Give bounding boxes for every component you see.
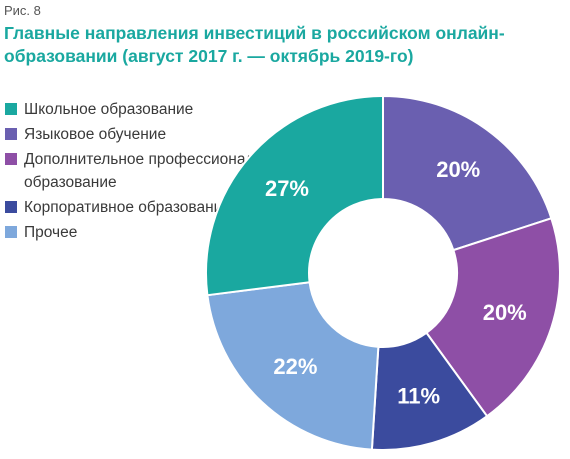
slice-label-other: 22%: [273, 354, 317, 379]
slice-label-language: 20%: [436, 157, 480, 182]
legend-label-language: Языковое обучение: [24, 126, 167, 143]
legend-swatch-school: [5, 103, 17, 115]
figure-label: Рис. 8: [4, 3, 41, 18]
legend-item-other: Прочее: [5, 221, 365, 244]
legend-label-other: Прочее: [24, 224, 78, 241]
legend-item-language: Языковое обучение: [5, 123, 365, 146]
legend-label-corporate: Корпоративное образование: [24, 199, 231, 216]
legend-item-professional: Дополнительное профессиональное образова…: [5, 148, 369, 194]
legend-swatch-language: [5, 128, 17, 140]
slice-language: [382, 94, 553, 252]
slice-label-school: 27%: [265, 176, 309, 201]
legend-swatch-corporate: [5, 201, 17, 213]
legend: Школьное образование Языковое обучение Д…: [5, 98, 365, 246]
slice-label-professional: 20%: [483, 300, 527, 325]
legend-swatch-professional: [5, 153, 17, 165]
chart-title: Главные направления инвестиций в российс…: [4, 23, 505, 66]
legend-label-school: Школьное образование: [24, 101, 194, 118]
legend-label-professional: Дополнительное профессиональное образова…: [24, 151, 289, 191]
slice-label-corporate: 11%: [397, 383, 440, 408]
slice-school: [205, 94, 384, 297]
legend-item-school: Школьное образование: [5, 98, 365, 121]
slice-other: [206, 281, 380, 451]
legend-swatch-other: [5, 226, 17, 238]
slice-professional: [425, 217, 561, 418]
legend-item-corporate: Корпоративное образование: [5, 196, 365, 219]
